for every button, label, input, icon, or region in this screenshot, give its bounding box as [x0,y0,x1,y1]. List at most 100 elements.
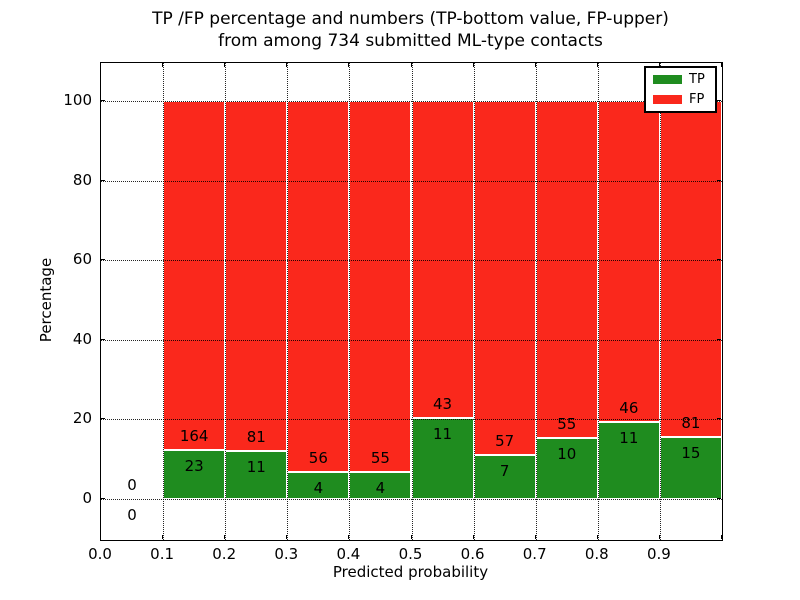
x-tick-mark [596,535,598,539]
plot-area: 0 0 164 23 81 11 56 4 55 4 43 11 57 7 55 10 46 11 81 15 [100,62,723,541]
x-tick-label: 0.2 [212,545,237,563]
fp-count-label: 164 [179,427,209,446]
gridline-vertical [535,63,537,540]
tp-count-label: 4 [375,479,386,498]
chart-title-line2: from among 734 submitted ML-type contact… [218,31,603,51]
x-tick-mark [100,535,101,539]
y-tick-label: 80 [72,170,92,189]
grid-layer [101,63,722,540]
x-tick-mark [721,535,722,539]
y-tick-mark-right [717,100,721,101]
chart-title: TP /FP percentage and numbers (TP-bottom… [100,8,721,52]
bar-fp-segment [473,101,536,456]
bar-tp-segment [535,437,598,499]
bar-tp-segment [411,417,474,499]
bars-layer [101,63,722,540]
x-tick-label: 0.3 [274,545,299,563]
x-tick-mark [286,535,288,539]
fp-count-label: 55 [557,414,577,433]
x-tick-mark-top [100,63,101,67]
tp-count-label: 15 [681,443,701,462]
gridline-vertical [287,63,289,540]
y-tick-label: 40 [72,329,92,348]
x-tick-label: 0.6 [460,545,485,563]
bar-tp-segment [349,472,412,499]
tp-swatch-icon [653,75,682,84]
fp-swatch-icon [653,95,682,104]
x-tick-mark-top [162,63,164,67]
x-tick-mark-top [721,63,722,67]
tp-count-label: 0 [127,506,137,524]
legend-label-tp: TP [689,72,705,87]
x-tick-mark-top [596,63,598,67]
y-tick-mark-right [717,338,721,340]
y-tick-label: 100 [63,91,92,109]
x-tick-mark-top [534,63,536,67]
gridline-vertical [411,63,413,540]
tp-count-label: 11 [619,429,639,448]
fp-count-label: 56 [308,449,328,468]
y-tick-mark [101,338,105,340]
x-tick-mark [410,535,412,539]
x-tick-mark [224,535,226,539]
y-tick-mark-right [717,498,721,499]
y-tick-mark [101,100,105,101]
bar-tp-segment [163,450,226,499]
x-tick-label: 0.8 [584,545,609,563]
tp-count-label: 23 [184,457,204,476]
x-tick-mark-top [348,63,350,67]
gridline-vertical [225,63,227,540]
x-tick-label: 0.1 [150,545,175,563]
y-tick-mark-right [717,259,721,261]
x-tick-label: 0.5 [398,545,423,563]
y-tick-mark [101,259,105,261]
legend-item-tp: TP [653,73,708,86]
tp-count-label: 7 [499,462,510,481]
tp-count-label: 10 [557,444,577,463]
legend: TP FP [644,66,717,113]
x-tick-mark-top [286,63,288,67]
x-tick-mark [472,535,474,539]
legend-item-fp: FP [653,93,708,106]
x-tick-mark [162,535,164,539]
fp-count-label: 81 [246,428,266,447]
x-tick-mark-top [472,63,474,67]
fp-count-label: 55 [370,449,390,468]
y-tick-label: 20 [72,409,92,428]
gridline-vertical [349,63,351,540]
chart-title-line1: TP /FP percentage and numbers (TP-bottom… [152,9,669,29]
tp-count-label: 11 [433,424,453,443]
bar-annotations-layer: 0 0 164 23 81 11 56 4 55 4 43 11 57 7 55 10 46 11 81 15 [101,63,722,540]
x-tick-mark-top [658,63,660,67]
y-tick-mark [101,179,105,181]
x-axis-label: Predicted probability [332,563,489,581]
x-tick-label: 0.4 [336,545,361,563]
fp-count-label: 0 [127,476,137,494]
fp-count-label: 43 [433,394,453,413]
y-tick-mark-right [717,418,721,420]
x-tick-label: 0.0 [88,545,112,563]
fp-count-label: 81 [681,413,701,432]
x-tick-mark-top [224,63,226,67]
bar-tp-segment [225,451,288,499]
tp-count-label: 11 [246,458,266,477]
bar-tp-segment [597,422,660,499]
x-tick-mark [348,535,350,539]
gridline-vertical [659,63,661,540]
y-tick-mark [101,418,105,420]
gridline-vertical [597,63,599,540]
y-axis-label: Percentage [37,257,55,343]
bar-tp-segment [287,472,350,499]
x-tick-mark [534,535,536,539]
x-tick-mark-top [410,63,412,67]
gridline-vertical [163,63,165,540]
x-tick-label: 0.9 [646,545,671,563]
fp-count-label: 46 [619,399,639,418]
x-tick-mark [658,535,660,539]
fp-count-label: 57 [495,432,515,451]
x-tick-label: 0.7 [522,545,547,563]
bar-tp-segment [473,455,536,499]
legend-label-fp: FP [689,92,705,107]
gridline-vertical [473,63,475,540]
